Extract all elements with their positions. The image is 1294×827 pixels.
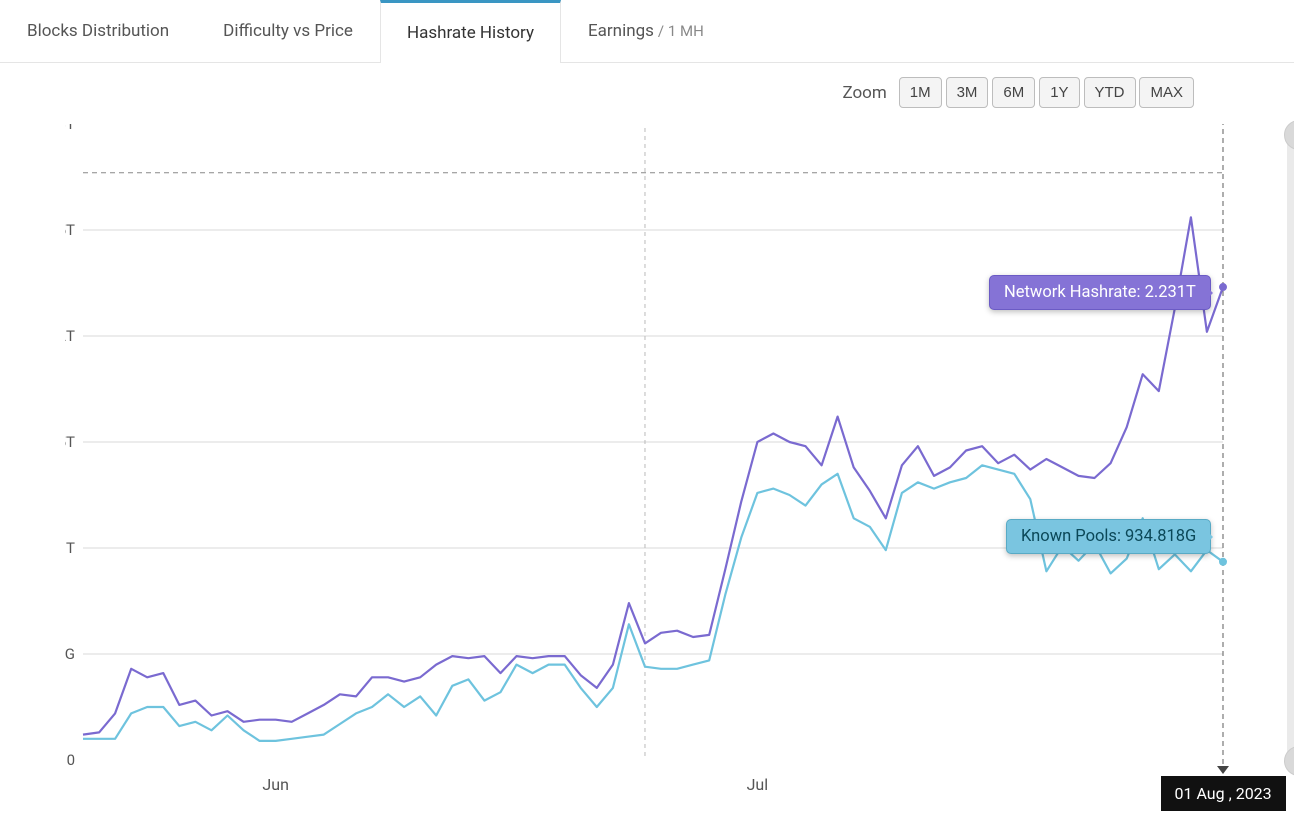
chart-scroll-knob-bottom[interactable] xyxy=(1284,746,1294,776)
zoom-ytd[interactable]: YTD xyxy=(1084,77,1136,108)
svg-text:3T: 3T xyxy=(65,124,75,133)
zoom-3m[interactable]: 3M xyxy=(946,77,989,108)
tooltip-purple: Network Hashrate: 2.231T xyxy=(989,275,1211,310)
svg-text:0: 0 xyxy=(67,751,75,769)
chart-scroll-track[interactable] xyxy=(1287,130,1294,764)
zoom-1y[interactable]: 1Y xyxy=(1039,77,1079,108)
tab-hashrate-history[interactable]: Hashrate History xyxy=(380,0,561,62)
tab-label: Hashrate History xyxy=(407,23,534,43)
chart-scroll-knob-top[interactable] xyxy=(1284,120,1294,150)
svg-text:1T: 1T xyxy=(65,539,75,557)
zoom-1m[interactable]: 1M xyxy=(899,77,942,108)
zoom-row: Zoom 1M 3M 6M 1Y YTD MAX xyxy=(0,63,1294,114)
zoom-label: Zoom xyxy=(842,83,886,103)
tabs-bar: Blocks Distribution Difficulty vs Price Ha… xyxy=(0,0,1294,63)
svg-text:2T: 2T xyxy=(65,327,75,345)
series-known-pools xyxy=(83,465,1223,741)
svg-text:Jul: Jul xyxy=(747,775,769,794)
hashrate-chart[interactable]: 0 500G 1T 1.5T 2T 2.5T 3T Jun Jul xyxy=(65,124,1265,824)
svg-text:1.5T: 1.5T xyxy=(65,433,75,451)
cursor-date-badge: 01 Aug , 2023 xyxy=(1161,776,1286,811)
zoom-max[interactable]: MAX xyxy=(1139,77,1194,108)
tab-label: Blocks Distribution xyxy=(27,21,169,41)
tab-label: Difficulty vs Price xyxy=(223,21,353,41)
svg-text:Jun: Jun xyxy=(262,775,288,794)
svg-text:500G: 500G xyxy=(65,645,75,663)
chart-area: 0 500G 1T 1.5T 2T 2.5T 3T Jun Jul Network Hashrat… xyxy=(65,124,1265,804)
tab-blocks-distribution[interactable]: Blocks Distribution xyxy=(0,0,196,62)
tab-difficulty-vs-price[interactable]: Difficulty vs Price xyxy=(196,0,380,62)
tooltip-blue: Known Pools: 934.818G xyxy=(1006,519,1211,554)
tab-earnings[interactable]: Earnings / 1 MH xyxy=(561,0,731,62)
zoom-6m[interactable]: 6M xyxy=(992,77,1035,108)
tab-sublabel: / 1 MH xyxy=(658,22,704,40)
svg-text:2.5T: 2.5T xyxy=(65,221,75,239)
tab-label: Earnings xyxy=(588,21,654,41)
